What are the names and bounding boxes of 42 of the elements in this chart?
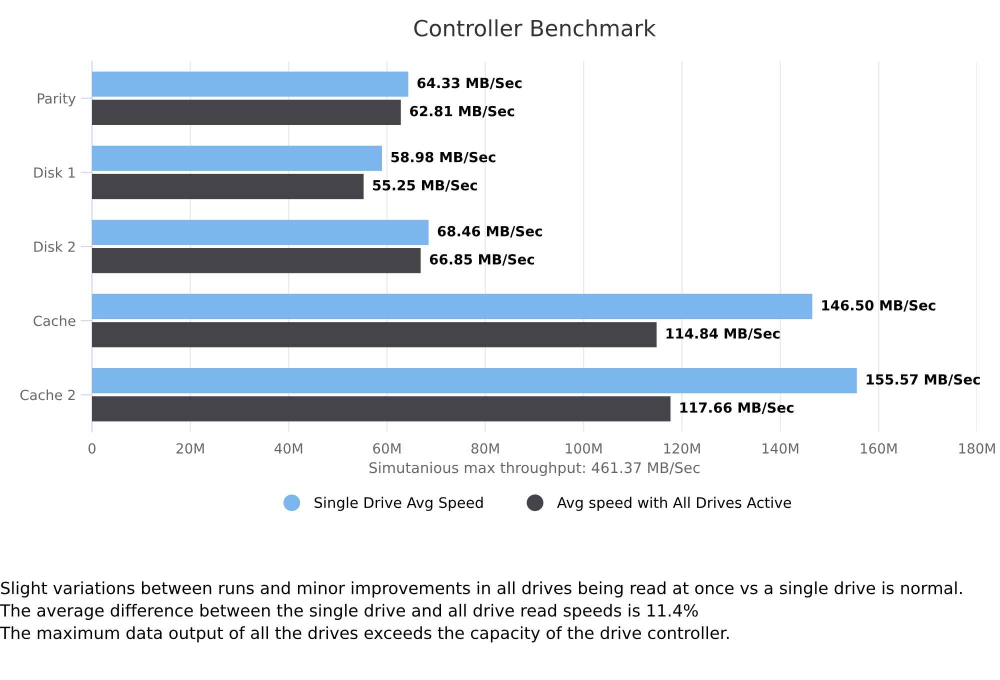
x-tick-label: 140M bbox=[762, 443, 798, 454]
x-axis-title: Simutanious max throughput: 461.37 MB/Sec bbox=[369, 462, 700, 476]
data-label: 58.98 MB/Sec bbox=[391, 152, 496, 164]
y-tick-label: Cache 2 bbox=[20, 389, 75, 400]
data-label: 68.46 MB/Sec bbox=[438, 226, 542, 238]
bar bbox=[92, 220, 429, 246]
x-tick-label: 180M bbox=[959, 443, 995, 454]
legend-label: Single Drive Avg Speed bbox=[314, 496, 483, 511]
bar bbox=[92, 294, 812, 320]
text: The maximum data output of all the drives exceeds the capacity of the drive controller. bbox=[0, 626, 729, 642]
data-label: 146.50 MB/Sec bbox=[822, 300, 936, 312]
data-label: 114.84 MB/Sec bbox=[666, 328, 780, 340]
data-label: 55.25 MB/Sec bbox=[373, 180, 477, 192]
data-label: 155.57 MB/Sec bbox=[866, 374, 980, 386]
y-tick-label: Disk 1 bbox=[34, 167, 75, 178]
bar bbox=[92, 396, 670, 422]
x-tick-label: 0 bbox=[88, 443, 96, 454]
x-tick-label: 160M bbox=[860, 443, 897, 454]
y-tick-label: Parity bbox=[38, 92, 76, 106]
chart-title: Controller Benchmark bbox=[414, 19, 656, 37]
text: The average difference between the single drive and all drive read speeds is 11.4% bbox=[0, 604, 698, 620]
bar bbox=[92, 174, 364, 200]
bar bbox=[92, 146, 382, 171]
data-label: 66.85 MB/Sec bbox=[430, 254, 534, 266]
x-tick-label: 60M bbox=[373, 443, 400, 454]
bar bbox=[92, 248, 421, 274]
bar bbox=[92, 368, 857, 394]
x-tick-label: 20M bbox=[176, 443, 204, 454]
bar bbox=[92, 322, 657, 348]
bar bbox=[92, 72, 408, 97]
legend-label: Avg speed with All Drives Active bbox=[557, 496, 792, 511]
y-tick-label: Disk 2 bbox=[34, 241, 75, 252]
text: Slight variations between runs and minor improvements in all drives being read at once vs a single drive is normal. bbox=[1, 581, 962, 598]
bar bbox=[92, 100, 401, 125]
data-label: 62.81 MB/Sec bbox=[410, 106, 514, 118]
y-tick-label: Cache bbox=[34, 315, 76, 326]
x-tick-label: 40M bbox=[274, 443, 302, 454]
data-label: 64.33 MB/Sec bbox=[417, 78, 522, 90]
x-tick-label: 120M bbox=[664, 443, 700, 454]
x-tick-label: 80M bbox=[471, 443, 499, 454]
x-tick-label: 100M bbox=[566, 443, 602, 454]
data-label: 117.66 MB/Sec bbox=[680, 402, 794, 414]
